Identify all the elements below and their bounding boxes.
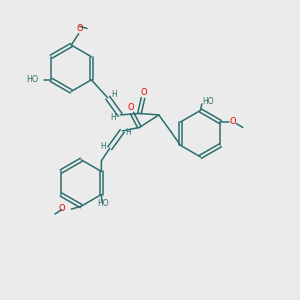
Text: HO: HO (202, 97, 214, 106)
Text: HO: HO (97, 199, 109, 208)
Text: HO: HO (26, 75, 39, 84)
Text: H: H (111, 113, 116, 122)
Text: H: H (100, 142, 106, 151)
Text: O: O (59, 204, 65, 213)
Text: H: H (111, 90, 117, 99)
Text: O: O (127, 103, 134, 112)
Text: O: O (77, 24, 83, 33)
Text: H: H (125, 128, 131, 137)
Text: O: O (140, 88, 147, 97)
Text: O: O (230, 117, 237, 126)
